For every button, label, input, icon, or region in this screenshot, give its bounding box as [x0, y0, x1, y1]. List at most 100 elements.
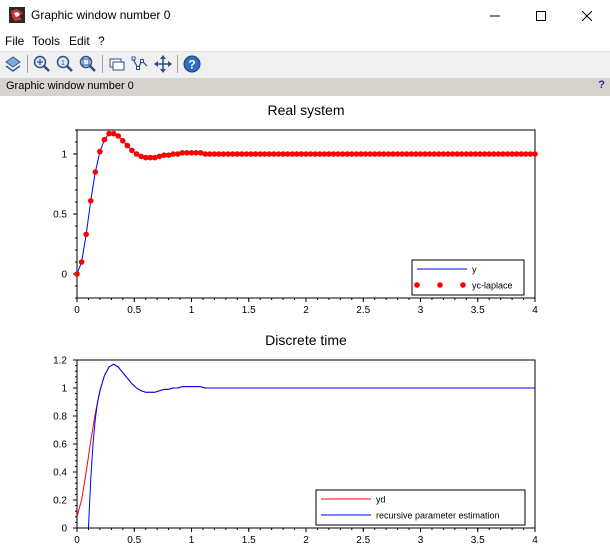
- data-point: [294, 151, 300, 157]
- data-point: [284, 151, 291, 157]
- x-tick-label: 4: [532, 305, 538, 316]
- data-point: [289, 151, 296, 157]
- legend-box: [315, 489, 526, 526]
- data-point: [216, 151, 222, 157]
- y-tick-label: 0: [61, 524, 67, 535]
- chart-title: Discrete time: [265, 332, 347, 348]
- maximize-button[interactable]: [518, 0, 564, 31]
- menu-edit[interactable]: Edit: [69, 34, 90, 48]
- data-point: [129, 147, 135, 154]
- data-point: [97, 148, 103, 155]
- data-point: [316, 151, 323, 157]
- data-point: [298, 151, 305, 157]
- menu-tools[interactable]: Tools: [32, 34, 61, 48]
- scilab-app-icon: [9, 7, 25, 23]
- rotate-icon[interactable]: [3, 54, 23, 74]
- minimize-icon: [490, 15, 500, 16]
- data-point: [454, 151, 460, 157]
- data-point: [486, 151, 493, 157]
- data-point: [463, 151, 470, 157]
- pan-icon[interactable]: [153, 54, 173, 74]
- datatip-icon[interactable]: [107, 54, 127, 74]
- x-tick-label: 0.5: [127, 305, 141, 316]
- data-point: [417, 151, 424, 157]
- data-point: [353, 151, 360, 157]
- toolbar-separator: [177, 55, 178, 73]
- data-point: [193, 150, 199, 156]
- data-point: [500, 151, 506, 157]
- datatip-edit-icon[interactable]: [130, 54, 150, 74]
- x-tick-label: 0.5: [127, 535, 141, 546]
- data-point: [261, 151, 268, 157]
- y-tick-label: 0.5: [53, 210, 67, 221]
- data-point: [339, 151, 346, 157]
- data-point: [468, 151, 474, 157]
- x-tick-label: 3.5: [471, 305, 485, 316]
- data-point: [220, 151, 227, 157]
- toolbar-separator: [102, 55, 103, 73]
- data-point: [179, 150, 186, 156]
- data-point: [161, 152, 167, 158]
- plot-area: Real system 0 0.5 1 1.5 2 2.5 3 3.5 4 0 0.5 1 y yc-lap…: [53, 102, 538, 546]
- data-point: [513, 151, 520, 157]
- data-point: [449, 151, 456, 157]
- data-point: [358, 151, 364, 157]
- data-point: [239, 151, 245, 157]
- data-point: [275, 151, 282, 157]
- data-point: [174, 151, 181, 157]
- data-point: [458, 151, 465, 157]
- data-point: [509, 151, 515, 157]
- info-help-icon[interactable]: ?: [598, 79, 605, 91]
- y-tick-label: 1.2: [53, 356, 67, 367]
- zoom-region-icon[interactable]: [78, 54, 98, 74]
- maximize-icon: [536, 10, 546, 21]
- data-point: [156, 153, 163, 160]
- legend-marker: [437, 282, 443, 288]
- data-point: [266, 151, 273, 157]
- menu-file[interactable]: File: [5, 34, 25, 48]
- help-icon[interactable]: ?: [182, 54, 202, 74]
- y-tick-label: 0.6: [53, 440, 67, 451]
- data-point: [211, 151, 218, 157]
- data-point: [385, 151, 392, 157]
- data-point: [399, 151, 405, 157]
- close-button[interactable]: [564, 0, 610, 31]
- data-point: [390, 151, 396, 157]
- y-tick-label: 0.8: [53, 412, 67, 423]
- zoom-original-icon[interactable]: 1: [55, 54, 75, 74]
- data-point: [472, 151, 479, 157]
- x-tick-label: 1: [189, 305, 195, 316]
- data-point: [440, 151, 447, 157]
- data-point: [120, 138, 126, 144]
- data-point: [436, 151, 442, 157]
- chart-title: Real system: [267, 102, 344, 118]
- data-point: [138, 153, 144, 160]
- graphic-canvas[interactable]: Real system 0 0.5 1 1.5 2 2.5 3 3.5 4 0 0.5 1 y yc-lap…: [0, 96, 610, 548]
- data-point: [532, 151, 538, 157]
- legend-label: yc-laplace: [472, 281, 513, 291]
- legend-marker: [460, 282, 466, 288]
- menu-help[interactable]: ?: [98, 34, 105, 48]
- zoom-in-icon[interactable]: [32, 54, 52, 74]
- data-point: [188, 150, 195, 156]
- data-point: [523, 151, 529, 157]
- data-point: [106, 130, 112, 137]
- data-point: [371, 151, 378, 157]
- x-tick-label: 3: [418, 535, 424, 546]
- data-point: [133, 151, 140, 157]
- window-title: Graphic window number 0: [31, 8, 171, 22]
- x-tick-label: 1.5: [242, 535, 256, 546]
- data-point: [481, 151, 488, 157]
- toolbar-separator: [27, 55, 28, 73]
- minimize-button[interactable]: [472, 0, 518, 31]
- data-point: [381, 151, 387, 157]
- data-point: [422, 151, 428, 157]
- data-point: [165, 152, 172, 158]
- data-point: [271, 151, 277, 157]
- info-bar-text: Graphic window number 0: [6, 80, 134, 92]
- y-tick-label: 0.2: [53, 496, 67, 507]
- y-tick-label: 1: [61, 150, 67, 161]
- title-bar: Graphic window number 0: [0, 0, 610, 31]
- data-point: [362, 151, 369, 157]
- data-point: [124, 142, 131, 149]
